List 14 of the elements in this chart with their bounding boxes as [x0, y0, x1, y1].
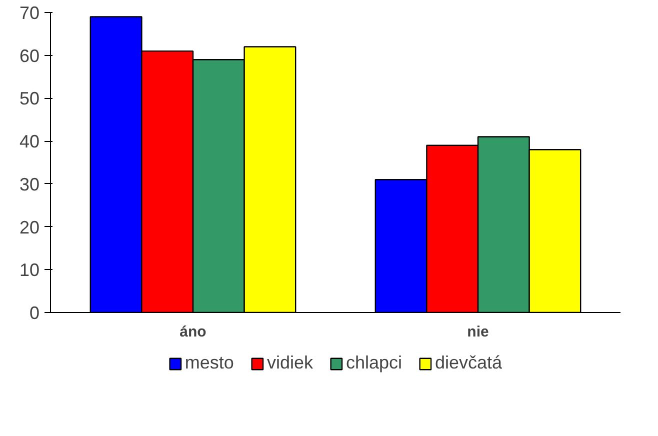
y-tick-label: 40: [19, 132, 40, 152]
x-tick-label: áno: [180, 324, 206, 340]
legend-label: vidiek: [266, 352, 313, 374]
legend-label: dievčatá: [435, 352, 502, 374]
y-tick-label: 30: [19, 174, 40, 194]
legend-label: mesto: [184, 352, 234, 374]
legend-label: chlapci: [346, 352, 402, 374]
y-tick-label: 60: [19, 46, 40, 66]
y-tick-label: 10: [19, 260, 40, 280]
y-tick-label: 50: [19, 88, 40, 109]
x-tick-label: nie: [467, 324, 489, 340]
y-tick-label: 20: [19, 217, 40, 238]
y-tick-label: 70: [19, 3, 40, 23]
y-tick-label: 0: [29, 303, 40, 323]
